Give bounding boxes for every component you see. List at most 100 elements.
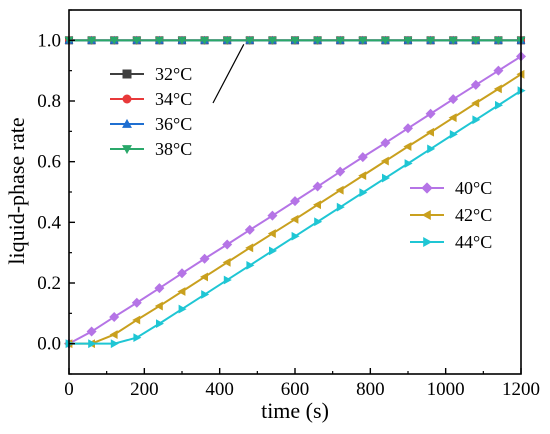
- data-point: [427, 144, 436, 154]
- legend-callout-line: [212, 44, 245, 104]
- data-point: [132, 315, 141, 325]
- data-point: [88, 339, 97, 349]
- data-point: [109, 330, 118, 339]
- legend-marker: [122, 145, 132, 155]
- x-tick-label: 1000: [427, 379, 465, 400]
- data-point: [359, 188, 368, 198]
- data-point: [246, 261, 255, 270]
- data-point: [155, 36, 164, 45]
- data-point: [290, 214, 299, 224]
- data-point: [425, 108, 436, 119]
- data-point: [357, 152, 368, 163]
- data-point: [313, 36, 322, 45]
- data-point: [109, 311, 120, 322]
- data-point: [199, 253, 210, 264]
- data-point: [244, 224, 255, 235]
- data-point: [109, 36, 119, 45]
- legend-label: 34°C: [155, 89, 192, 109]
- legend-label: 36°C: [155, 114, 192, 134]
- data-point: [448, 113, 457, 123]
- data-point: [358, 36, 368, 45]
- data-point: [110, 339, 119, 349]
- legend-high-temp: 40°C 42°C 44°C: [410, 178, 492, 252]
- data-point: [404, 159, 413, 168]
- data-point: [426, 36, 435, 45]
- data-point: [403, 123, 413, 134]
- series-40°C: [64, 51, 526, 349]
- data-point: [313, 200, 321, 210]
- data-point: [448, 36, 458, 45]
- data-point: [177, 36, 187, 45]
- data-point: [314, 217, 323, 227]
- data-point: [201, 290, 210, 299]
- data-point: [472, 115, 481, 125]
- data-point: [336, 202, 345, 212]
- legend-low-temp: 32°C 34°C 36°C 38°C: [110, 64, 192, 159]
- data-point: [426, 127, 434, 137]
- data-point: [381, 36, 390, 45]
- data-point: [223, 275, 232, 285]
- series-42°C: [64, 69, 525, 349]
- data-point: [200, 36, 209, 45]
- legend-marker: [122, 69, 132, 79]
- legend-label: 42°C: [455, 205, 492, 225]
- data-point: [382, 173, 390, 183]
- data-point: [245, 36, 255, 45]
- data-point: [335, 166, 346, 177]
- y-tick-label: 0.0: [37, 334, 61, 355]
- legends: 32°C 34°C 36°C 38°C 40°C 42°C 44°C: [110, 44, 492, 252]
- data-point: [403, 36, 413, 45]
- data-point: [178, 304, 187, 314]
- plot-area: [64, 35, 526, 349]
- data-point: [131, 297, 142, 308]
- data-point: [380, 156, 389, 166]
- data-point: [269, 246, 277, 256]
- series-44°C: [65, 86, 526, 349]
- data-point: [495, 100, 503, 110]
- data-point: [245, 243, 254, 253]
- data-point: [200, 272, 208, 282]
- x-tick-label: 200: [130, 379, 159, 400]
- data-point: [449, 129, 458, 139]
- legend-label: 44°C: [455, 232, 492, 252]
- data-point: [471, 98, 480, 108]
- data-point: [335, 185, 344, 195]
- x-tick-label: 0: [64, 379, 74, 400]
- legend-marker: [122, 118, 132, 128]
- data-point: [132, 36, 142, 45]
- data-point: [87, 36, 96, 45]
- x-tick-label: 600: [281, 379, 310, 400]
- data-point: [222, 257, 231, 267]
- data-point: [312, 181, 323, 192]
- data-point: [154, 283, 165, 294]
- data-point: [86, 326, 97, 337]
- data-point: [358, 171, 367, 181]
- data-point: [291, 231, 300, 241]
- data-point: [268, 36, 277, 45]
- legend-label: 32°C: [155, 64, 192, 84]
- x-tick-label: 400: [205, 379, 234, 400]
- data-point: [267, 229, 276, 238]
- data-point: [222, 36, 232, 45]
- data-point: [156, 319, 164, 329]
- data-point: [448, 94, 459, 105]
- y-tick-label: 0.6: [37, 152, 61, 173]
- y-tick-label: 0.2: [37, 273, 61, 294]
- data-point: [380, 137, 391, 148]
- axes: 0 200 400 600 800 1000 1200 0.0 0.2 0.4 0.6 0.8 1.0: [37, 9, 540, 400]
- data-point: [493, 84, 502, 94]
- data-point: [471, 36, 481, 45]
- y-tick-label: 0.4: [37, 212, 61, 233]
- data-point: [290, 36, 300, 45]
- data-point: [177, 287, 186, 296]
- legend-marker: [122, 94, 132, 104]
- legend-marker: [421, 210, 431, 220]
- data-point: [403, 142, 412, 151]
- y-tick-label: 0.8: [37, 91, 61, 112]
- series-38°C: [64, 36, 526, 45]
- data-point: [335, 36, 345, 45]
- data-point: [222, 239, 233, 250]
- x-tick-label: 1200: [502, 379, 540, 400]
- data-point: [267, 210, 278, 221]
